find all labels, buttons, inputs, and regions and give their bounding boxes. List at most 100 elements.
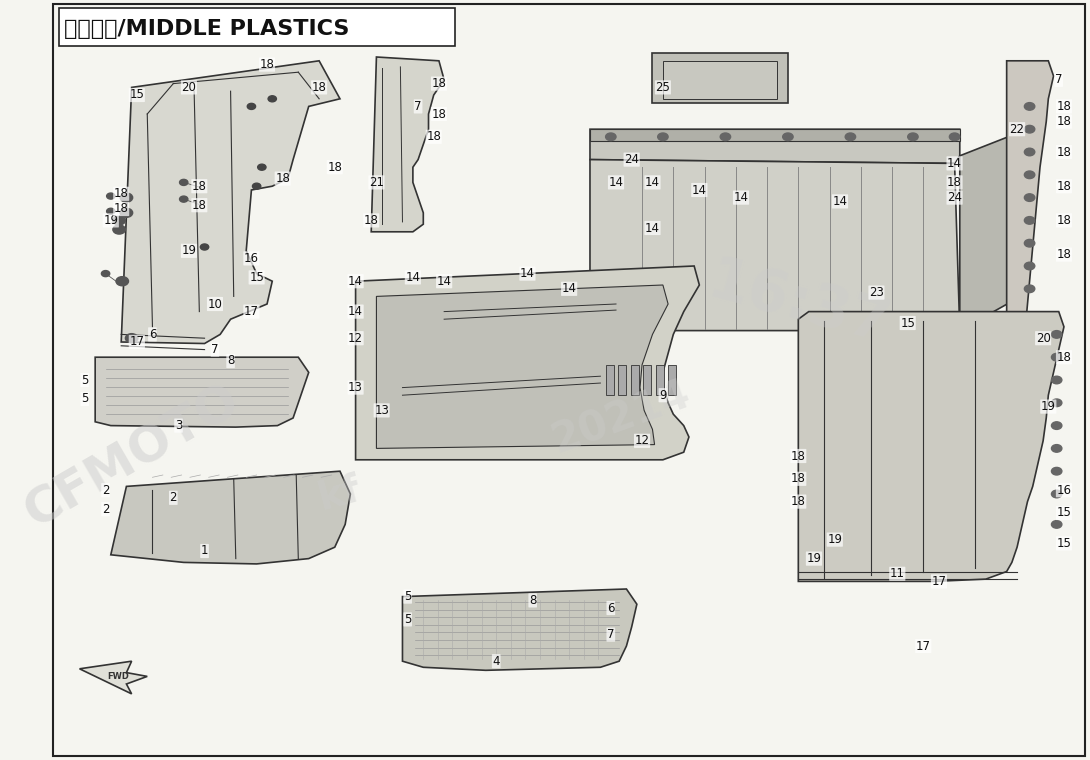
- Circle shape: [113, 216, 125, 225]
- Text: 6: 6: [148, 328, 156, 341]
- Text: 19: 19: [104, 214, 119, 227]
- Circle shape: [1052, 422, 1062, 429]
- Text: 15: 15: [250, 271, 264, 284]
- Text: 15: 15: [900, 316, 916, 330]
- Text: kf: kf: [314, 470, 365, 518]
- Text: 18: 18: [947, 176, 962, 189]
- Text: 18: 18: [364, 214, 378, 227]
- Text: 8: 8: [529, 594, 536, 607]
- Text: 7: 7: [1055, 73, 1063, 87]
- Text: 20214: 20214: [546, 373, 697, 463]
- Circle shape: [1052, 399, 1062, 407]
- Text: 18: 18: [1056, 350, 1071, 364]
- Circle shape: [180, 196, 187, 202]
- Text: 18: 18: [113, 202, 129, 216]
- Text: 15: 15: [130, 88, 144, 102]
- Text: 5: 5: [404, 590, 411, 603]
- Circle shape: [1052, 353, 1062, 361]
- Text: 中塑料件/MIDDLE PLASTICS: 中塑料件/MIDDLE PLASTICS: [64, 19, 349, 39]
- Circle shape: [1025, 285, 1034, 293]
- Text: 6: 6: [607, 601, 615, 615]
- Bar: [590, 129, 960, 141]
- Circle shape: [268, 96, 277, 102]
- Bar: [631, 365, 639, 395]
- Text: 14: 14: [348, 274, 363, 288]
- Text: 14: 14: [947, 157, 962, 170]
- Bar: [643, 365, 652, 395]
- Circle shape: [113, 225, 125, 234]
- Text: 5: 5: [81, 373, 88, 387]
- Polygon shape: [590, 160, 960, 331]
- Text: 18: 18: [1056, 248, 1071, 261]
- Text: 22: 22: [1009, 122, 1025, 136]
- Bar: [655, 365, 664, 395]
- Text: 15: 15: [1056, 537, 1071, 550]
- Bar: [606, 365, 614, 395]
- Text: 18: 18: [426, 130, 441, 144]
- Text: 18: 18: [327, 160, 342, 174]
- Text: 19: 19: [827, 533, 843, 546]
- Polygon shape: [376, 285, 668, 448]
- Text: 17: 17: [130, 335, 144, 349]
- Text: 7: 7: [211, 343, 219, 356]
- Text: 2: 2: [101, 483, 109, 497]
- Circle shape: [606, 133, 616, 141]
- Bar: [618, 365, 627, 395]
- Circle shape: [1025, 103, 1034, 110]
- Text: 18: 18: [192, 179, 207, 193]
- Circle shape: [180, 179, 187, 185]
- Text: 14: 14: [348, 305, 363, 318]
- Circle shape: [101, 271, 110, 277]
- Text: 13: 13: [374, 404, 389, 417]
- Text: 5: 5: [404, 613, 411, 626]
- Text: 14: 14: [437, 274, 451, 288]
- Text: FWD: FWD: [107, 672, 129, 681]
- Text: 19: 19: [181, 244, 196, 258]
- Circle shape: [1052, 490, 1062, 498]
- Circle shape: [1052, 445, 1062, 452]
- Circle shape: [1025, 148, 1034, 156]
- Text: 14: 14: [734, 191, 749, 204]
- Polygon shape: [960, 129, 1028, 331]
- Circle shape: [1025, 194, 1034, 201]
- Text: 18: 18: [276, 172, 290, 185]
- Text: 18: 18: [791, 472, 806, 486]
- Polygon shape: [95, 357, 308, 427]
- Text: 8: 8: [227, 354, 234, 368]
- Circle shape: [1052, 331, 1062, 338]
- Text: 18: 18: [259, 58, 275, 71]
- Text: 17: 17: [932, 575, 946, 588]
- Circle shape: [125, 334, 137, 343]
- Text: 18: 18: [113, 187, 129, 201]
- Circle shape: [949, 133, 960, 141]
- Text: 20: 20: [181, 81, 196, 94]
- Bar: [663, 61, 777, 99]
- Text: 18: 18: [1056, 214, 1071, 227]
- Text: 17: 17: [916, 639, 931, 653]
- Circle shape: [1025, 125, 1034, 133]
- Circle shape: [253, 183, 261, 189]
- Text: 10: 10: [207, 297, 222, 311]
- Circle shape: [120, 193, 133, 202]
- Circle shape: [116, 277, 129, 286]
- Text: 18: 18: [1056, 100, 1071, 113]
- Text: CFMOTO: CFMOTO: [15, 375, 247, 537]
- Text: 7: 7: [414, 100, 422, 113]
- Text: 12: 12: [634, 434, 650, 448]
- Text: 18: 18: [791, 495, 806, 508]
- Text: 14: 14: [561, 282, 577, 296]
- Text: 14: 14: [645, 221, 659, 235]
- Circle shape: [201, 244, 208, 250]
- Polygon shape: [372, 57, 444, 232]
- Polygon shape: [111, 471, 350, 564]
- Text: 4: 4: [493, 654, 500, 668]
- Text: 1: 1: [201, 544, 208, 558]
- Text: 13: 13: [348, 381, 363, 394]
- Polygon shape: [355, 266, 700, 460]
- Text: 14: 14: [645, 176, 659, 189]
- Circle shape: [1025, 171, 1034, 179]
- Circle shape: [783, 133, 794, 141]
- Circle shape: [657, 133, 668, 141]
- Text: 9: 9: [659, 388, 667, 402]
- Text: 19: 19: [1041, 400, 1056, 413]
